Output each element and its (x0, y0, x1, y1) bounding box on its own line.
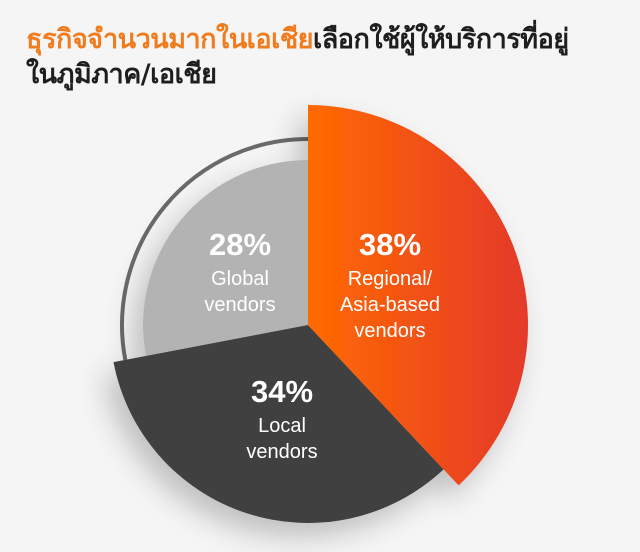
title-rest: เลือกใช้ผู้ให้บริการที่อยู่ (312, 24, 569, 55)
slice-percent-label: 34% (251, 374, 313, 409)
slice-category-label: vendors (246, 441, 317, 463)
slice-category-label: Regional/ (348, 268, 433, 290)
global-ring-outline (120, 137, 309, 361)
pie-slice (143, 160, 308, 356)
pie-slice (308, 105, 528, 486)
slice-category-label: Local (258, 415, 306, 437)
title-highlight: ธุรกิจจำนวนมากในเอเชีย (26, 24, 313, 55)
slice-category-label: Asia-based (340, 294, 440, 316)
pie-slice (113, 325, 444, 524)
slice-percent-label: 28% (209, 227, 271, 262)
slice-category-label: Global (211, 268, 269, 290)
title-line2: ในภูมิภาค/เอเชีย (26, 59, 217, 90)
slice-category-label: vendors (354, 320, 425, 342)
pie-slices (113, 105, 528, 524)
slice-category-label: vendors (204, 294, 275, 316)
slice-percent-label: 38% (359, 227, 421, 262)
chart-title: ธุรกิจจำนวนมากในเอเชียเลือกใช้ผู้ให้บริก… (26, 22, 569, 92)
